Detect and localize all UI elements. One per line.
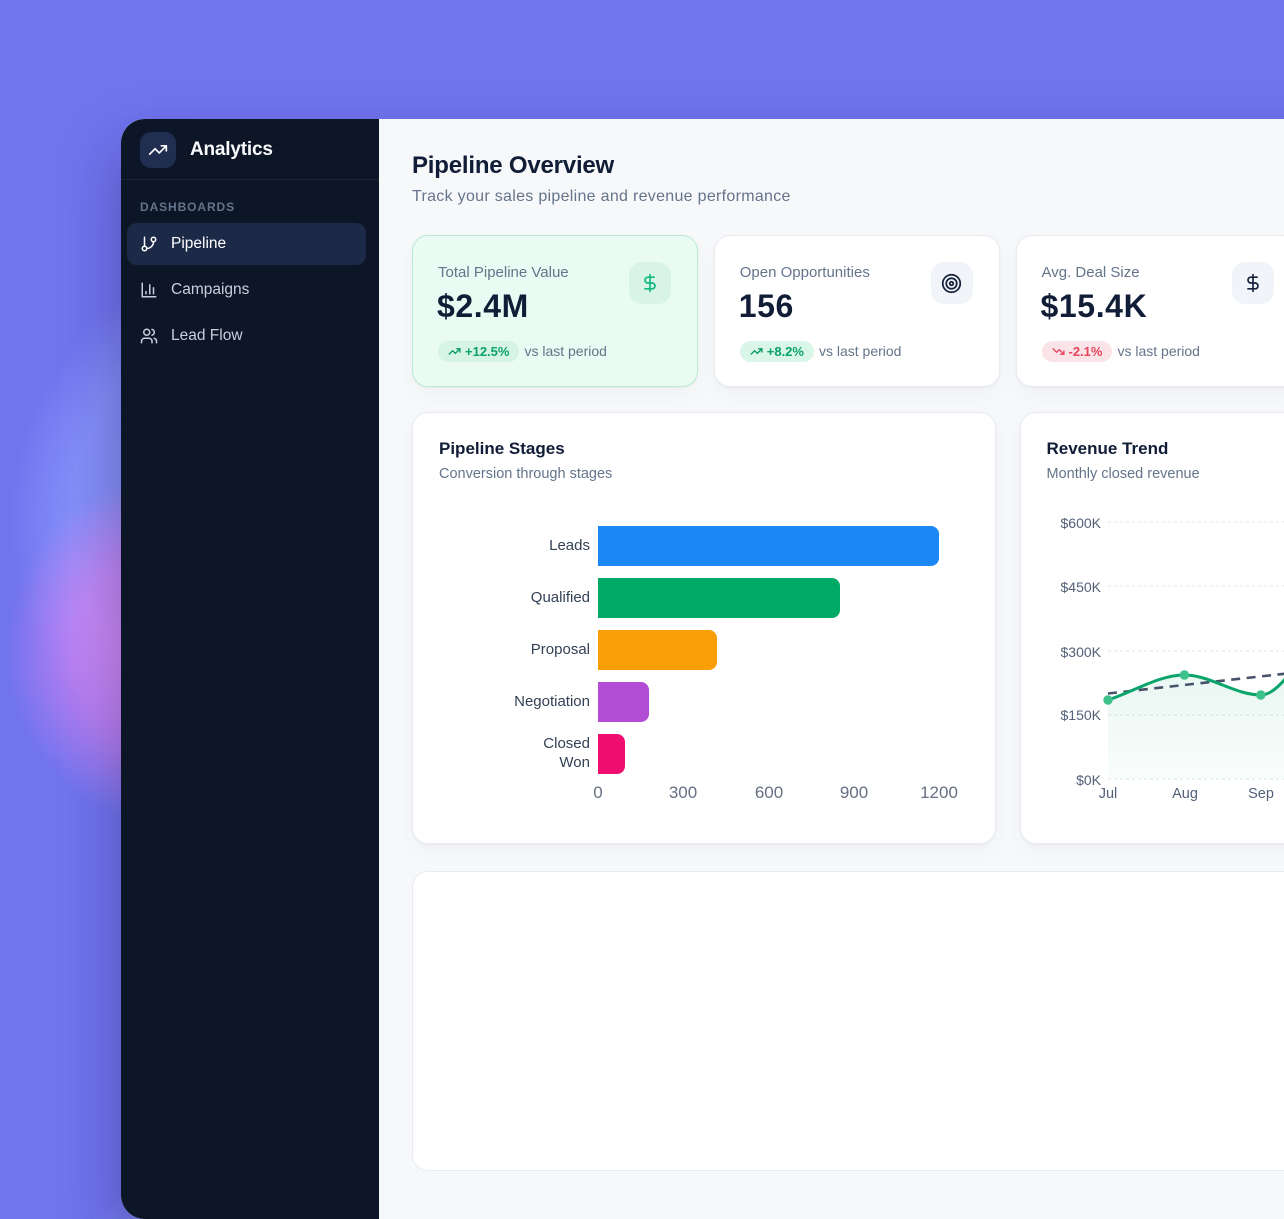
svg-text:$600K: $600K (1060, 515, 1101, 531)
svg-text:Jul: Jul (1098, 786, 1117, 802)
svg-text:$150K: $150K (1060, 707, 1101, 723)
svg-text:Aug: Aug (1172, 786, 1198, 802)
svg-text:$300K: $300K (1060, 644, 1101, 660)
svg-text:$450K: $450K (1060, 579, 1101, 595)
svg-text:Sep: Sep (1248, 786, 1274, 802)
